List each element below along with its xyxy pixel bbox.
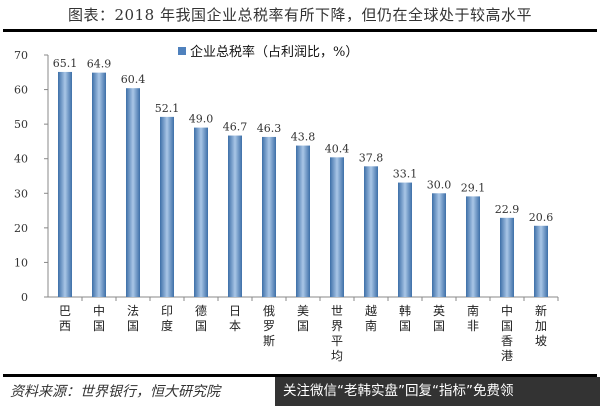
x-tick-label: 英国 (433, 304, 445, 333)
x-tick-label: 韩国 (399, 303, 411, 333)
data-label: 22.9 (495, 203, 520, 216)
source-note: 资料来源：世界银行，恒大研究院 (10, 384, 220, 400)
y-tick-label: 0 (21, 291, 28, 304)
x-tick-label: 德国 (195, 303, 207, 333)
data-label: 52.1 (155, 102, 180, 115)
bar-英国 (432, 193, 446, 297)
watermark-banner: 关注微信“老韩实盘”回复“指标”免费领 (275, 377, 600, 406)
bar-越南 (364, 166, 378, 297)
legend-label: 企业总税率（占利润比，%） (190, 44, 358, 60)
bar-韩国 (398, 182, 412, 297)
chart-title: 图表：2018 年我国企业总税率有所下降，但仍在全球处于较高水平 (68, 6, 532, 24)
data-label: 30.0 (427, 178, 452, 191)
bottom-rule (3, 374, 597, 377)
bar-中国 (92, 72, 106, 297)
x-tick-label: 俄罗斯 (263, 304, 275, 348)
x-tick-label: 巴西 (59, 304, 71, 333)
data-label: 49.0 (189, 113, 214, 126)
bar-中国香港 (500, 217, 514, 297)
bar-德国 (194, 127, 208, 297)
x-tick-label: 世界平均 (331, 304, 343, 363)
x-tick-label: 印度 (161, 304, 173, 333)
x-tick-label: 新加坡 (535, 303, 547, 348)
bar-南非 (466, 196, 480, 297)
y-tick-label: 30 (14, 187, 28, 200)
y-tick-label: 60 (14, 84, 28, 97)
y-tick-label: 70 (14, 49, 28, 62)
x-tick-label: 越南 (365, 304, 377, 333)
y-tick-label: 10 (14, 256, 28, 269)
data-label: 60.4 (121, 73, 146, 86)
x-tick-label: 中国 (93, 303, 105, 333)
x-tick-label: 中国香港 (501, 303, 513, 363)
data-label: 20.6 (529, 211, 554, 224)
data-label: 64.9 (87, 58, 112, 71)
x-tick-label: 南非 (467, 303, 479, 333)
data-label: 65.1 (53, 57, 78, 70)
x-tick-label: 日本 (229, 304, 241, 333)
x-tick-label: 美国 (297, 304, 309, 333)
bar-法国 (126, 88, 140, 297)
bar-世界平均 (330, 157, 344, 297)
y-tick-label: 20 (14, 222, 28, 235)
x-tick-label: 法国 (127, 304, 139, 333)
bar-俄罗斯 (262, 136, 276, 297)
y-tick-label: 50 (14, 118, 28, 131)
data-label: 29.1 (461, 181, 486, 194)
bar-日本 (228, 135, 242, 297)
data-label: 43.8 (291, 131, 316, 144)
data-label: 33.1 (393, 168, 418, 181)
data-label: 46.3 (257, 122, 282, 135)
y-tick-label: 40 (14, 153, 28, 166)
data-label: 37.8 (359, 151, 384, 164)
data-label: 46.7 (223, 121, 248, 134)
bar-印度 (160, 116, 174, 297)
bar-chart: 0 10 20 30 40 50 60 70 65.1 巴西 64.9 中国 60.4 法国 52.1 印度 4… (14, 44, 559, 363)
top-rule (3, 29, 597, 32)
bar-新加坡 (534, 225, 548, 297)
data-label: 40.4 (325, 142, 350, 155)
bar-巴西 (58, 71, 72, 297)
bar-美国 (296, 145, 310, 297)
legend-swatch (178, 47, 186, 55)
